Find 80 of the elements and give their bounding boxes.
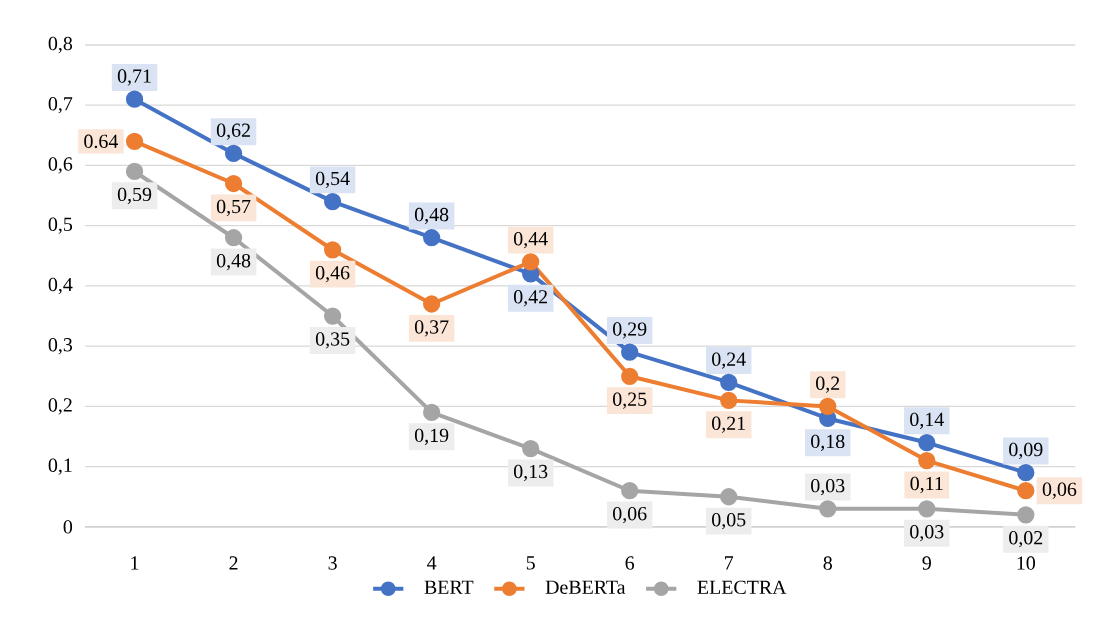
point (720, 373, 738, 391)
data-label: 0,48 (414, 207, 449, 225)
x-tick-label: 7 (725, 556, 734, 570)
y-tick-label: 0,3 (48, 338, 73, 355)
data-label: 0,42 (513, 290, 547, 307)
point (720, 488, 738, 506)
data-label: 0,25 (613, 392, 647, 409)
data-label: 0,06 (613, 506, 647, 524)
point (125, 132, 144, 151)
data-label: 0.64 (84, 134, 119, 149)
data-label: 0,18 (811, 434, 845, 452)
data-label: 0,2 (816, 376, 840, 393)
legend-label: BERT (424, 580, 474, 594)
x-tick-label: 3 (328, 556, 337, 570)
x-tick-label: 5 (526, 556, 535, 570)
legend-label: ELECTRA (697, 580, 787, 595)
data-label: 0,13 (513, 464, 548, 482)
data-label: 0,14 (910, 412, 944, 430)
data-label: 0,11 (910, 476, 943, 494)
y-tick-label: 0,7 (48, 97, 73, 114)
point (621, 367, 639, 385)
y-tick-label: 0,1 (48, 458, 72, 475)
point (423, 403, 441, 422)
data-label: 0,46 (315, 266, 350, 283)
point (224, 174, 243, 193)
y-tick-label: 0,2 (48, 398, 72, 415)
point (125, 162, 144, 181)
data-label: 0,06 (1042, 482, 1077, 499)
point (323, 192, 342, 211)
point (819, 397, 837, 416)
data-label: 0,19 (414, 428, 449, 445)
point (423, 229, 441, 247)
data-label: 0,59 (117, 187, 152, 205)
point (522, 253, 540, 271)
y-tick-label: 0,5 (48, 217, 73, 234)
y-tick-label: 0,4 (48, 277, 73, 295)
data-label: 0,57 (216, 199, 251, 217)
data-label: 0,03 (910, 525, 944, 542)
data-label: 0,37 (414, 320, 449, 337)
point (323, 307, 342, 325)
point (125, 90, 144, 108)
data-label: 0,21 (712, 416, 745, 433)
legend-label: DeBERTa (545, 580, 626, 594)
point (918, 452, 936, 470)
point (1017, 482, 1035, 500)
x-tick-label: 2 (229, 556, 238, 570)
point (918, 433, 936, 452)
x-tick-label: 4 (427, 556, 437, 570)
data-label: 0,05 (712, 513, 746, 530)
x-tick-label: 10 (1017, 556, 1036, 570)
data-label: 0,48 (216, 253, 251, 271)
point (423, 295, 441, 313)
data-label: 0,02 (1009, 531, 1043, 548)
x-tick-label: 9 (922, 556, 931, 570)
point (224, 144, 243, 163)
point (621, 343, 639, 361)
point (720, 391, 738, 410)
point (1017, 464, 1035, 482)
data-label: 0,03 (811, 478, 845, 496)
x-tick-label: 1 (131, 556, 139, 570)
point (323, 241, 342, 259)
data-label: 0,54 (315, 171, 350, 189)
data-label: 0,24 (712, 352, 746, 369)
data-label: 0,62 (216, 123, 250, 140)
x-tick-label: 8 (823, 556, 832, 570)
data-label: 0,44 (513, 232, 548, 249)
data-label: 0,35 (315, 332, 350, 349)
x-tick-label: 6 (625, 556, 635, 570)
point (1017, 506, 1035, 524)
data-label: 0,29 (613, 322, 647, 339)
y-tick-label: 0,8 (48, 36, 73, 54)
y-tick-label: 0 (63, 520, 73, 534)
point (621, 482, 639, 500)
data-label: 0,09 (1009, 442, 1043, 460)
point (819, 500, 837, 518)
data-label: 0,71 (117, 69, 151, 86)
point (522, 439, 540, 458)
point (224, 229, 243, 247)
point (918, 500, 936, 518)
y-tick-label: 0,6 (48, 157, 73, 174)
